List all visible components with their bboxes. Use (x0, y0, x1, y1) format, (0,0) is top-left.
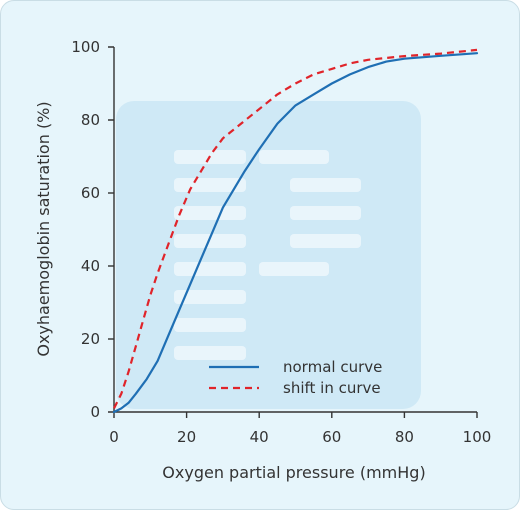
decor-bar (174, 318, 246, 332)
y-tick-label: 20 (81, 330, 100, 348)
y-axis-title: Oxyhaemoglobin saturation (%) (34, 101, 53, 356)
x-tick-label: 20 (177, 428, 196, 446)
decor-bar (259, 262, 329, 276)
series-layer (112, 48, 479, 414)
decor-bar (290, 234, 361, 248)
x-tick-label: 0 (109, 428, 119, 446)
decor-bar (290, 206, 361, 220)
x-axis-title: Oxygen partial pressure (mmHg) (162, 463, 425, 482)
axes: 0 20 40 60 80 100 0 20 40 60 80 100 (71, 38, 491, 446)
y-tick-label: 100 (71, 38, 100, 56)
background-decoration (116, 101, 421, 409)
decor-bar (174, 262, 246, 276)
decor-bar (174, 290, 246, 304)
legend: normal curve shift in curve (209, 358, 382, 397)
x-tick-label: 60 (322, 428, 341, 446)
x-tick-label: 80 (395, 428, 414, 446)
y-tick-label: 40 (81, 257, 100, 275)
x-tick-label: 100 (463, 428, 492, 446)
decor-bar (174, 234, 246, 248)
y-tick-label: 0 (90, 403, 100, 421)
decor-bar (259, 150, 329, 164)
decor-bar (174, 346, 246, 360)
legend-label: shift in curve (283, 379, 381, 397)
decor-bar (174, 206, 246, 220)
series-line-normal-curve (112, 52, 479, 414)
decor-bar (174, 178, 246, 192)
series-line-shift-in-curve (113, 48, 478, 409)
y-tick-label: 60 (81, 184, 100, 202)
x-tick-label: 40 (250, 428, 269, 446)
legend-label: normal curve (283, 358, 382, 376)
y-tick-label: 80 (81, 111, 100, 129)
decor-bar (290, 178, 361, 192)
